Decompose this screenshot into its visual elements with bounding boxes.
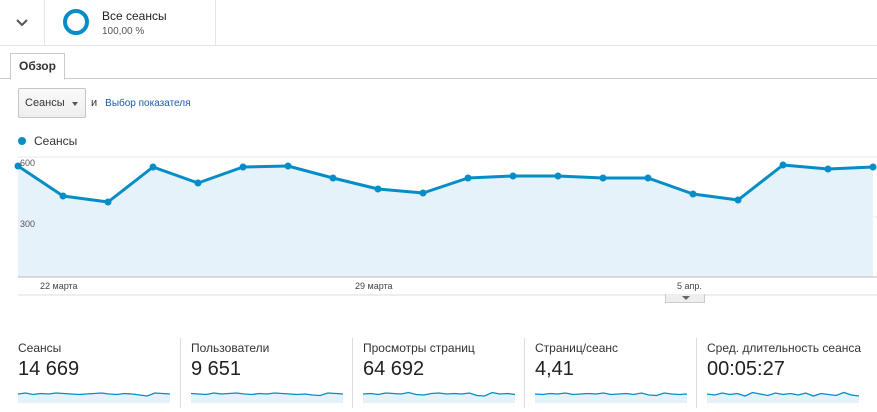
segment-bar: Все сеансы 100,00 %	[0, 0, 877, 46]
metric-select-value: Сеансы	[25, 97, 65, 109]
metric-card-avg-session-duration[interactable]: Сред. длительность сеанса 00:05:27	[696, 338, 872, 408]
tab-overview[interactable]: Обзор	[10, 53, 65, 80]
metric-card-users[interactable]: Пользователи 9 651	[180, 338, 352, 408]
sparkline	[363, 391, 516, 403]
chart-resize-handle[interactable]	[665, 294, 705, 303]
segment-chip[interactable]: Все сеансы 100,00 %	[46, 0, 216, 46]
sessions-chart[interactable]: 600 300 22 марта 29 марта 5 апр.	[0, 150, 877, 296]
x-tick-label: 5 апр.	[677, 281, 702, 291]
x-tick-label: 29 марта	[355, 281, 393, 291]
sparkline-line	[363, 391, 516, 397]
y-tick-label: 600	[20, 158, 35, 168]
sessions-area	[18, 165, 873, 277]
legend-dot-icon	[18, 137, 26, 145]
conjunction-label: и	[91, 97, 98, 109]
metric-card-pages-per-session[interactable]: Страниц/сеанс 4,41	[524, 338, 696, 408]
legend-label: Сеансы	[34, 134, 78, 148]
caret-down-icon	[72, 102, 78, 106]
metric-label: Сред. длительность сеанса	[707, 341, 862, 355]
data-point[interactable]	[779, 161, 787, 169]
sessions-line	[17, 163, 874, 204]
metric-label: Пользователи	[191, 341, 270, 355]
metric-card-sessions[interactable]: Сеансы 14 669	[18, 338, 190, 408]
data-point[interactable]	[824, 165, 832, 173]
sparkline	[18, 392, 171, 403]
segment-toggle-button[interactable]	[0, 0, 45, 46]
data-point[interactable]	[464, 174, 472, 182]
sparkline-line	[535, 392, 688, 397]
data-point[interactable]	[554, 172, 562, 180]
metric-label: Сеансы	[18, 341, 62, 355]
sparkline	[535, 392, 688, 403]
data-point[interactable]	[689, 190, 697, 198]
chart-legend: Сеансы	[18, 134, 77, 148]
metric-value: 14 669	[18, 358, 80, 380]
sparkline-area	[363, 392, 515, 403]
sparkline-line	[191, 392, 344, 397]
data-point[interactable]	[734, 196, 742, 204]
metric-label: Просмотры страниц	[363, 341, 475, 355]
metric-card-pageviews[interactable]: Просмотры страниц 64 692	[352, 338, 524, 408]
data-point[interactable]	[419, 189, 427, 197]
select-metric-link[interactable]: Выбор показателя	[105, 97, 191, 109]
y-tick-label: 300	[20, 219, 35, 229]
segment-percentage: 100,00 %	[102, 26, 145, 37]
sparkline	[191, 392, 344, 403]
metric-value: 00:05:27	[707, 358, 785, 380]
data-point[interactable]	[149, 163, 157, 171]
sparkline-area	[191, 393, 343, 403]
metric-value: 4,41	[535, 358, 574, 380]
data-point[interactable]	[329, 174, 337, 182]
data-point[interactable]	[644, 174, 652, 182]
data-point[interactable]	[374, 185, 382, 193]
metric-select[interactable]: Сеансы	[18, 88, 86, 118]
sparkline-line	[707, 391, 860, 397]
data-point[interactable]	[239, 163, 247, 171]
metric-value: 64 692	[363, 358, 425, 380]
data-point[interactable]	[509, 172, 517, 180]
metric-value: 9 651	[191, 358, 242, 380]
data-point[interactable]	[284, 162, 292, 170]
data-point[interactable]	[14, 162, 22, 170]
sparkline-area	[18, 393, 170, 403]
sparkline	[707, 391, 860, 403]
sparkline-area	[707, 392, 859, 403]
segment-title: Все сеансы	[102, 9, 167, 23]
chevron-down-icon	[16, 19, 28, 27]
segment-ring-icon	[63, 9, 89, 35]
metric-label: Страниц/сеанс	[535, 341, 619, 355]
data-point[interactable]	[104, 198, 112, 206]
data-point[interactable]	[59, 192, 67, 200]
data-points	[14, 161, 877, 206]
metric-summary: Сеансы 14 669 Пользователи 9 651 Просмот…	[0, 338, 877, 408]
chart-controls: Сеансы и Выбор показателя	[18, 88, 191, 118]
sparkline-line	[18, 392, 171, 397]
data-point[interactable]	[869, 163, 877, 171]
data-point[interactable]	[599, 174, 607, 182]
data-point[interactable]	[194, 179, 202, 187]
tab-bar: Обзор	[0, 46, 877, 80]
x-tick-label: 22 марта	[40, 281, 78, 291]
